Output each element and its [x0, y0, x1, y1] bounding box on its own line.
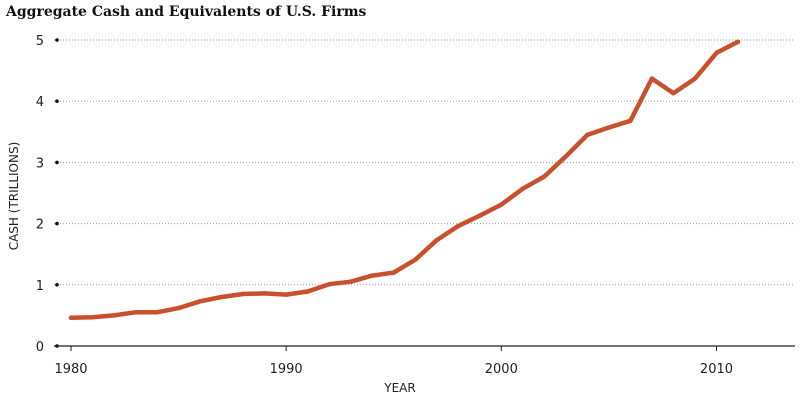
- y-tick-label: 3: [36, 156, 44, 171]
- data-point: [563, 154, 569, 159]
- data-point: [219, 294, 224, 300]
- data-point: [133, 310, 138, 315]
- data-point: [413, 257, 418, 262]
- x-tick-label: 2000: [485, 362, 518, 377]
- data-point: [370, 273, 375, 278]
- axes: [54, 38, 795, 351]
- data-point: [154, 310, 160, 315]
- data-point: [90, 315, 95, 320]
- y-tick-label: 0: [36, 340, 44, 355]
- data-point: [649, 76, 655, 81]
- data-point: [111, 313, 117, 318]
- data-point: [628, 118, 633, 123]
- data-point: [456, 223, 461, 229]
- x-tick-label: 2010: [700, 362, 733, 377]
- gridlines: [54, 39, 795, 286]
- y-tick-mark: [55, 38, 59, 42]
- data-point: [692, 76, 698, 81]
- data-point: [68, 315, 74, 321]
- x-tick-label: 1990: [270, 362, 303, 377]
- data-point: [499, 202, 504, 207]
- y-tick-label: 1: [36, 279, 44, 294]
- y-tick-label: 5: [36, 34, 44, 49]
- data-point: [283, 292, 289, 297]
- data-point: [326, 281, 332, 287]
- y-tick-mark: [55, 221, 59, 226]
- data-point: [606, 125, 612, 130]
- data-point: [305, 289, 310, 294]
- y-tick-label: 2: [36, 218, 44, 233]
- x-tick-labels: 1980 1990 2000 2010: [54, 362, 733, 377]
- data-point: [671, 91, 676, 96]
- data-point: [520, 186, 526, 191]
- data-point: [434, 237, 439, 243]
- data-point: [714, 50, 719, 56]
- series-line: [68, 39, 741, 321]
- x-axis-label: YEAR: [383, 381, 415, 395]
- data-point: [391, 270, 396, 275]
- y-tick-labels: 0 1 2 3 4 5: [36, 34, 44, 355]
- data-point: [197, 299, 203, 304]
- y-tick-label: 4: [36, 95, 44, 110]
- chart-title: Aggregate Cash and Equivalents of U.S. F…: [6, 4, 367, 20]
- y-axis-label: CASH (TRILLIONS): [7, 142, 21, 251]
- data-point: [176, 305, 181, 311]
- y-tick-mark: [55, 283, 59, 287]
- data-point: [542, 174, 547, 179]
- data-point: [477, 213, 483, 218]
- x-tick-label: 1980: [54, 362, 87, 377]
- data-point: [240, 291, 246, 297]
- data-point: [262, 291, 267, 296]
- data-point: [585, 132, 590, 138]
- y-tick-mark: [55, 99, 59, 103]
- series-layer: [68, 39, 741, 321]
- data-point: [735, 39, 741, 45]
- data-point: [348, 279, 353, 284]
- y-tick-mark: [55, 160, 59, 165]
